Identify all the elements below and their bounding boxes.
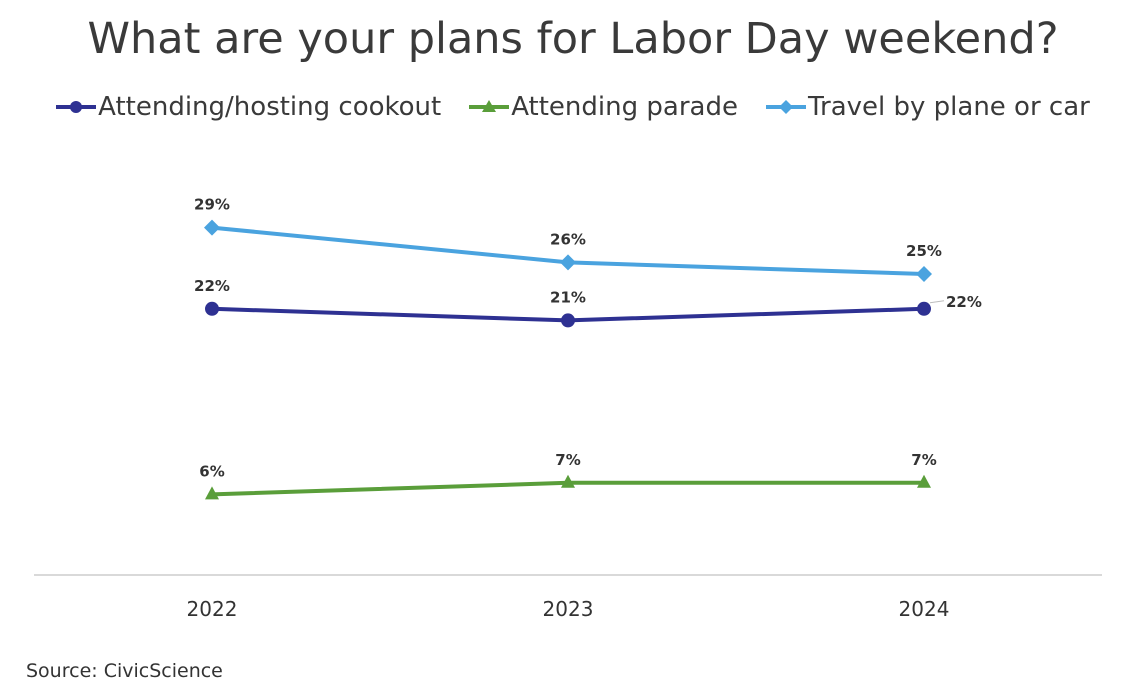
data-point-attending-parade-2023 <box>561 474 575 488</box>
data-point-travel-by-plane-or-car-2023 <box>560 254 576 271</box>
data-label-travel-by-plane-or-car-2023: 26% <box>550 230 586 248</box>
data-label-leader-attending-hosting-cookout <box>929 300 945 304</box>
x-tick-label-2024: 2024 <box>899 597 950 621</box>
legend-label-travel: Travel by plane or car <box>807 92 1090 122</box>
data-label-attending-parade-2024: 7% <box>911 451 936 469</box>
data-label-travel-by-plane-or-car-2022: 29% <box>194 196 230 214</box>
data-point-attending-hosting-cookout-2024 <box>917 301 931 316</box>
legend-item-travel: Travel by plane or car <box>765 92 1090 122</box>
data-point-attending-hosting-cookout-2023 <box>561 313 575 328</box>
chart-legend: Attending/hosting cookout Attending para… <box>0 92 1146 122</box>
data-label-attending-hosting-cookout-2024: 22% <box>946 293 982 311</box>
legend-swatch-cookout <box>56 97 97 117</box>
legend-item-parade: Attending parade <box>469 92 738 122</box>
data-point-attending-parade-2024 <box>917 474 931 488</box>
chart-title: What are your plans for Labor Day weeken… <box>87 14 1059 64</box>
legend-label-cookout: Attending/hosting cookout <box>98 92 442 122</box>
data-point-attending-parade-2022 <box>205 486 219 500</box>
x-tick-label-2023: 2023 <box>543 597 594 621</box>
data-point-travel-by-plane-or-car-2024 <box>916 266 932 282</box>
legend-label-parade: Attending parade <box>511 92 738 122</box>
data-label-travel-by-plane-or-car-2024: 25% <box>906 242 942 260</box>
legend-swatch-parade <box>469 97 510 117</box>
data-label-attending-hosting-cookout-2022: 22% <box>194 277 230 295</box>
data-label-attending-parade-2023: 7% <box>555 451 580 469</box>
legend-item-cookout: Attending/hosting cookout <box>56 92 441 122</box>
source-note: Source: CivicScience <box>26 660 223 682</box>
data-label-attending-parade-2022: 6% <box>199 462 224 480</box>
x-tick-label-2022: 2022 <box>187 597 238 621</box>
legend-swatch-travel <box>765 97 806 117</box>
data-point-attending-hosting-cookout-2022 <box>205 301 219 316</box>
data-label-attending-hosting-cookout-2023: 21% <box>550 288 586 306</box>
data-point-travel-by-plane-or-car-2022 <box>204 219 220 236</box>
